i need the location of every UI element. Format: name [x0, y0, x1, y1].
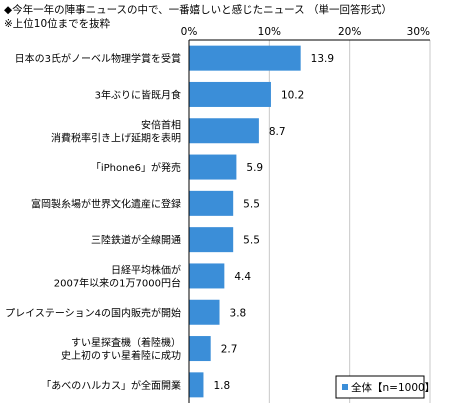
- category-label: 富岡製糸場が世界文化遺産に登録: [31, 197, 181, 210]
- category-label: 「iPhone6」が発売: [91, 161, 181, 174]
- category-label: 安倍首相消費税率引き上げ延期を表明: [51, 118, 181, 144]
- category-label: 「あべのハルカス」が全面開業: [41, 379, 181, 392]
- chart-title: ◆今年一年の陣事ニュースの中で、一番嬉しいと感じたニュース （単一回答形式） ※…: [4, 3, 392, 31]
- bar: [189, 372, 204, 398]
- chart-title-line1: ◆今年一年の陣事ニュースの中で、一番嬉しいと感じたニュース （単一回答形式）: [4, 4, 392, 16]
- category-label: 日本の3氏がノーベル物理学賞を受賞: [15, 52, 181, 65]
- data-label: 13.9: [311, 53, 334, 65]
- legend-swatch: [342, 384, 348, 390]
- chart-title-line2: ※上位10位までを抜粋: [4, 18, 111, 30]
- data-label: 5.5: [243, 198, 260, 210]
- x-tick-label: 20%: [338, 26, 361, 38]
- data-label: 3.8: [230, 307, 247, 319]
- bar: [189, 190, 234, 216]
- x-tick-label: 30%: [407, 26, 430, 38]
- data-label: 1.8: [213, 380, 230, 392]
- bar: [189, 45, 301, 71]
- data-label: 4.4: [234, 271, 251, 283]
- bar: [189, 263, 225, 289]
- bar: [189, 336, 211, 362]
- category-label: 日経平均株価が 2007年以来の1万7000円台: [54, 263, 181, 289]
- legend-label: 全体【n=1000】: [351, 381, 435, 394]
- data-label: 2.7: [221, 344, 238, 356]
- data-label: 10.2: [281, 89, 304, 101]
- data-label: 5.9: [246, 162, 263, 174]
- x-tick-label: 0%: [181, 26, 198, 38]
- category-label: プレイステーション4の国内販売が開始: [5, 306, 181, 319]
- category-label: 3年ぶりに皆既月食: [95, 88, 181, 101]
- category-label: 三陸鉄道が全線開通: [91, 234, 181, 247]
- bar: [189, 227, 234, 253]
- bar: [189, 81, 271, 107]
- data-label: 5.5: [243, 235, 260, 247]
- bar: [189, 118, 259, 144]
- category-label: すい星探査機（着陸機）史上初のすい星着陸に成功: [61, 336, 181, 362]
- bar: [189, 154, 237, 180]
- bar: [189, 299, 220, 325]
- x-tick-label: 10%: [258, 26, 281, 38]
- data-label: 8.7: [269, 126, 286, 138]
- legend-box: [335, 375, 425, 399]
